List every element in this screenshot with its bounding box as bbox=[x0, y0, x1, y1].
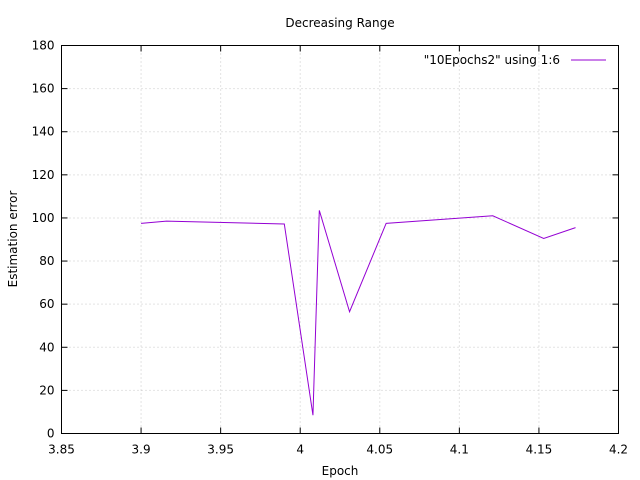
y-tick-label: 60 bbox=[39, 297, 54, 311]
y-tick-label: 100 bbox=[32, 211, 55, 225]
x-tick-label: 3.85 bbox=[48, 443, 75, 457]
chart-title: Decreasing Range bbox=[285, 16, 394, 30]
x-tick-label: 4.05 bbox=[366, 443, 393, 457]
legend-label: "10Epochs2" using 1:6 bbox=[424, 53, 560, 67]
x-tick-label: 4.2 bbox=[609, 443, 628, 457]
x-tick-label: 3.9 bbox=[132, 443, 151, 457]
legend: "10Epochs2" using 1:6 bbox=[424, 53, 606, 67]
y-tick-label: 80 bbox=[39, 254, 54, 268]
x-tick-label: 3.95 bbox=[207, 443, 234, 457]
series-line bbox=[141, 210, 576, 416]
series-lines bbox=[141, 210, 576, 416]
y-tick-label: 180 bbox=[32, 39, 55, 53]
y-tick-label: 20 bbox=[39, 383, 54, 397]
x-axis-label: Epoch bbox=[322, 464, 359, 478]
y-tick-label: 140 bbox=[32, 125, 55, 139]
x-tick-label: 4 bbox=[296, 443, 304, 457]
tick-labels: 0 20 40 60 80 100 120 140 160 180 3.85 3.9 3.95 4 4.05… bbox=[32, 39, 628, 457]
x-tick-label: 4.1 bbox=[450, 443, 469, 457]
grid bbox=[61, 45, 619, 434]
y-tick-label: 0 bbox=[47, 427, 55, 441]
y-axis-label: Estimation error bbox=[6, 191, 20, 288]
y-tick-label: 120 bbox=[32, 168, 55, 182]
plot-frame bbox=[61, 45, 619, 434]
y-tick-label: 40 bbox=[39, 340, 54, 354]
y-tick-label: 160 bbox=[32, 82, 55, 96]
axis-ticks bbox=[61, 45, 619, 434]
x-tick-label: 4.15 bbox=[526, 443, 553, 457]
